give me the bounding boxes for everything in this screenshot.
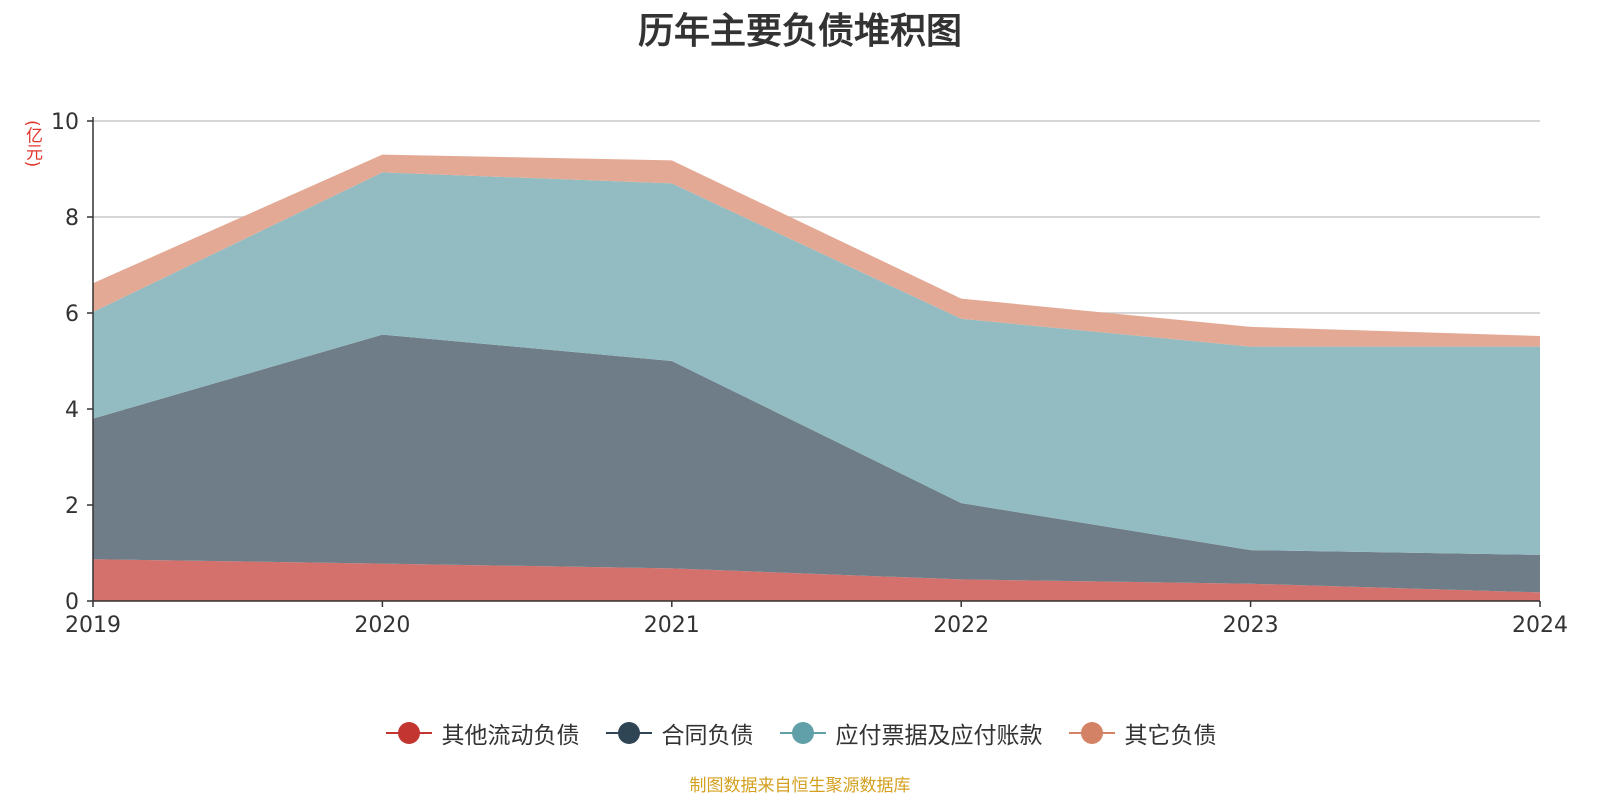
x-axis-ticks: 2019 2020 2021 2022 2023 2024: [65, 601, 1568, 638]
y-axis-ticks: 0 2 4 6 8 10: [51, 110, 93, 615]
x-tick-label: 2022: [933, 613, 989, 638]
legend-swatch-icon: [385, 722, 432, 744]
area-series: [93, 154, 1540, 601]
legend-label: 其他流动负债: [441, 723, 580, 749]
legend-swatch-icon: [605, 722, 652, 744]
x-tick-label: 2020: [354, 613, 410, 638]
y-tick-label: 0: [65, 590, 79, 615]
legend-item-4[interactable]: 其它负债: [1067, 716, 1217, 750]
y-tick-label: 8: [65, 206, 79, 231]
legend-label: 其它负债: [1124, 723, 1217, 749]
legend-item-2[interactable]: 合同负债: [604, 716, 754, 750]
area-series-2: [93, 334, 1540, 593]
x-tick-label: 2019: [65, 613, 121, 638]
y-axis-unit: (亿元): [22, 120, 42, 168]
legend-item-1[interactable]: 其他流动负债: [384, 716, 580, 750]
legend-swatch-icon: [1068, 722, 1115, 744]
legend-label: 合同负债: [661, 723, 754, 749]
x-tick-label: 2024: [1512, 613, 1568, 638]
x-tick-label: 2023: [1223, 613, 1279, 638]
legend-swatch-icon: [779, 722, 826, 744]
legend: 其他流动负债 合同负债 应付票据及应付账款 其它负债: [0, 716, 1600, 750]
y-tick-label: 10: [51, 110, 79, 135]
legend-item-3[interactable]: 应付票据及应付账款: [778, 716, 1043, 750]
y-tick-label: 6: [65, 302, 79, 327]
y-tick-label: 4: [65, 398, 79, 423]
axes: [92, 117, 1540, 602]
area-series-4: [93, 154, 1540, 347]
area-series-1: [93, 559, 1540, 601]
y-tick-label: 2: [65, 494, 79, 519]
x-tick-label: 2021: [644, 613, 700, 638]
legend-label: 应付票据及应付账款: [835, 723, 1043, 749]
area-series-3: [93, 172, 1540, 555]
chart-title: 历年主要负债堆积图: [637, 11, 962, 52]
data-source-note: 制图数据来自恒生聚源数据库: [689, 776, 911, 796]
